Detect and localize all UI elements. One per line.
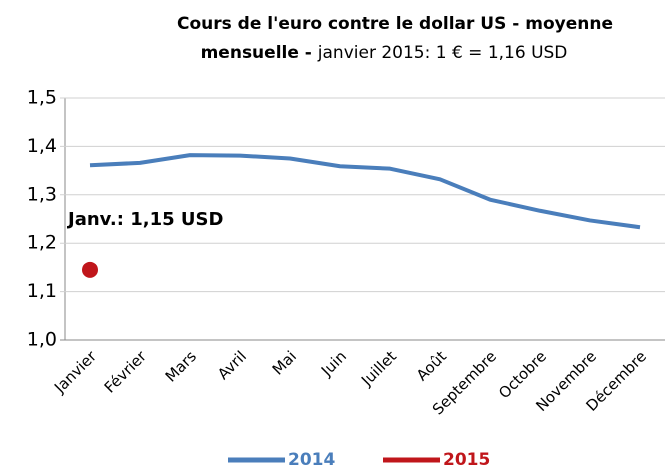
x-tick-label: Janvier [50,347,100,397]
x-tick-label: Avril [214,347,250,383]
y-tick-label: 1,0 [27,329,57,351]
x-tick-label: Juin [317,347,350,380]
title-line-2: mensuelle - [201,43,318,63]
x-tick-label: Mai [269,347,300,378]
legend-label: 2014 [288,450,335,468]
title-line-1: Cours de l'euro contre le dollar US - mo… [177,14,613,34]
x-tick-label: Juillet [357,347,400,390]
x-tick-label: Août [413,347,450,384]
y-tick-label: 1,4 [27,135,57,157]
point [82,261,98,278]
line-series [89,153,641,230]
y-tick-label: 1,2 [27,232,57,254]
chart-title: Cours de l'euro contre le dollar US - mo… [177,14,613,34]
y-tick-label: 1,3 [27,183,57,205]
x-tick-label: Mars [162,347,200,385]
legend-label: 2015 [443,450,490,468]
x-tick-label: Février [101,347,151,397]
y-tick-label: 1,1 [27,280,57,302]
annotation: Janv.: 1,15 USD [66,209,223,230]
chart-subtitle: janvier 2015: 1 € = 1,16 USD [317,43,568,63]
chart-title-line-2: mensuelle - janvier 2015: 1 € = 1,16 USD [201,43,568,63]
y-tick-label: 1,5 [27,87,57,109]
